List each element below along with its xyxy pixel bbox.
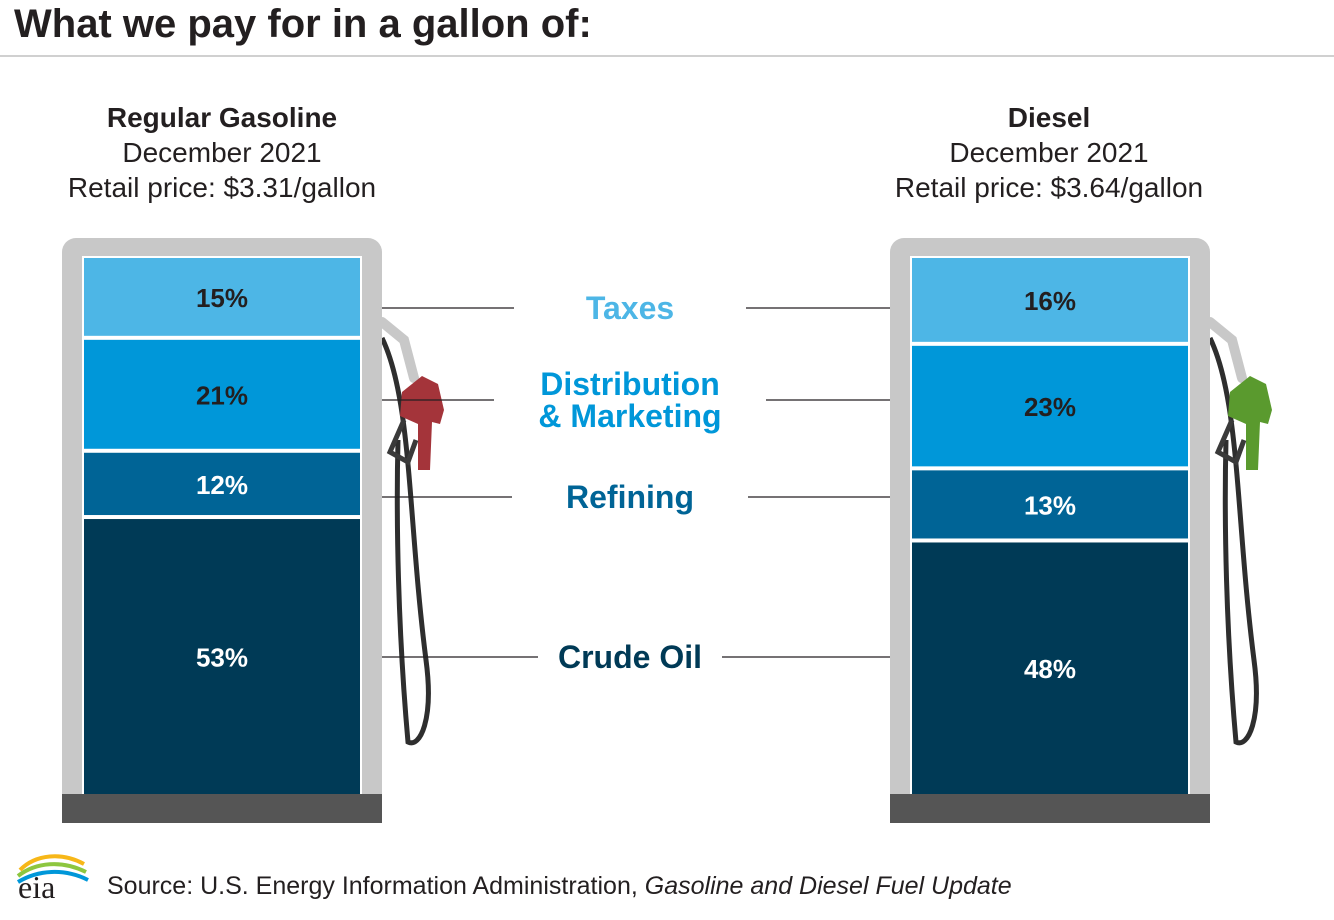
diesel-nozzle-icon — [1214, 376, 1272, 470]
source-publication: Gasoline and Diesel Fuel Update — [644, 872, 1012, 900]
logo-text: eia — [18, 869, 55, 904]
logo-arc-green — [16, 862, 87, 878]
source-prefix: Source: U.S. Energy Information Administ… — [107, 872, 638, 900]
diesel-period: December 2021 — [949, 137, 1149, 168]
gasoline-segment-2 — [84, 339, 360, 449]
gasoline-pump-hose — [377, 317, 431, 746]
diesel-segment-3 — [912, 470, 1188, 539]
category-label-4: Crude Oil — [558, 639, 702, 675]
fuel-cost-chart: 15% 21% 12% 53% 16% 23% 13% 48% Taxes Distributi… — [62, 238, 1272, 823]
gasoline-segment-3 — [84, 452, 360, 516]
diesel-price: Retail price: $3.64/gallon — [894, 172, 1204, 203]
diesel-segment-1 — [912, 258, 1188, 342]
diesel-segment-label-4: 48% — [1024, 654, 1076, 684]
gasoline-price: Retail price: $3.31/gallon — [67, 172, 377, 203]
diesel-segment-label-1: 16% — [1024, 286, 1076, 316]
title-divider — [0, 55, 1334, 57]
gasoline-pump-base — [62, 794, 382, 823]
category-label-2: Distribution & Marketing — [538, 366, 721, 434]
diesel-segment-4 — [912, 542, 1188, 794]
eia-logo: eia — [16, 854, 89, 904]
diesel-segment-label-2: 23% — [1024, 392, 1076, 422]
gasoline-segment-label-1: 15% — [196, 283, 248, 313]
category-label-1: Taxes — [586, 290, 674, 326]
gasoline-name: Regular Gasoline — [106, 102, 338, 133]
diesel-pump-base — [890, 794, 1210, 823]
diesel-pump-hose — [1205, 317, 1259, 746]
gasoline-segment-label-3: 12% — [196, 470, 248, 500]
category-label-3: Refining — [566, 479, 694, 515]
chart-title: What we pay for in a gallon of: — [14, 2, 592, 46]
gasoline-segment-4 — [84, 519, 360, 794]
gasoline-header: Regular Gasoline December 2021 Retail pr… — [22, 100, 422, 205]
gasoline-segment-label-4: 53% — [196, 643, 248, 673]
diesel-segment-label-3: 13% — [1024, 490, 1076, 520]
diesel-header: Diesel December 2021 Retail price: $3.64… — [849, 100, 1249, 205]
logo-arc-blue — [16, 869, 89, 884]
logo-arc-yellow — [18, 854, 85, 872]
diesel-name: Diesel — [1007, 102, 1091, 133]
gasoline-segment-label-2: 21% — [196, 380, 248, 410]
gasoline-period: December 2021 — [122, 137, 322, 168]
diesel-segment-2 — [912, 345, 1188, 467]
source-note: Source: U.S. Energy Information Administ… — [107, 872, 1012, 901]
gasoline-segment-1 — [84, 258, 360, 336]
